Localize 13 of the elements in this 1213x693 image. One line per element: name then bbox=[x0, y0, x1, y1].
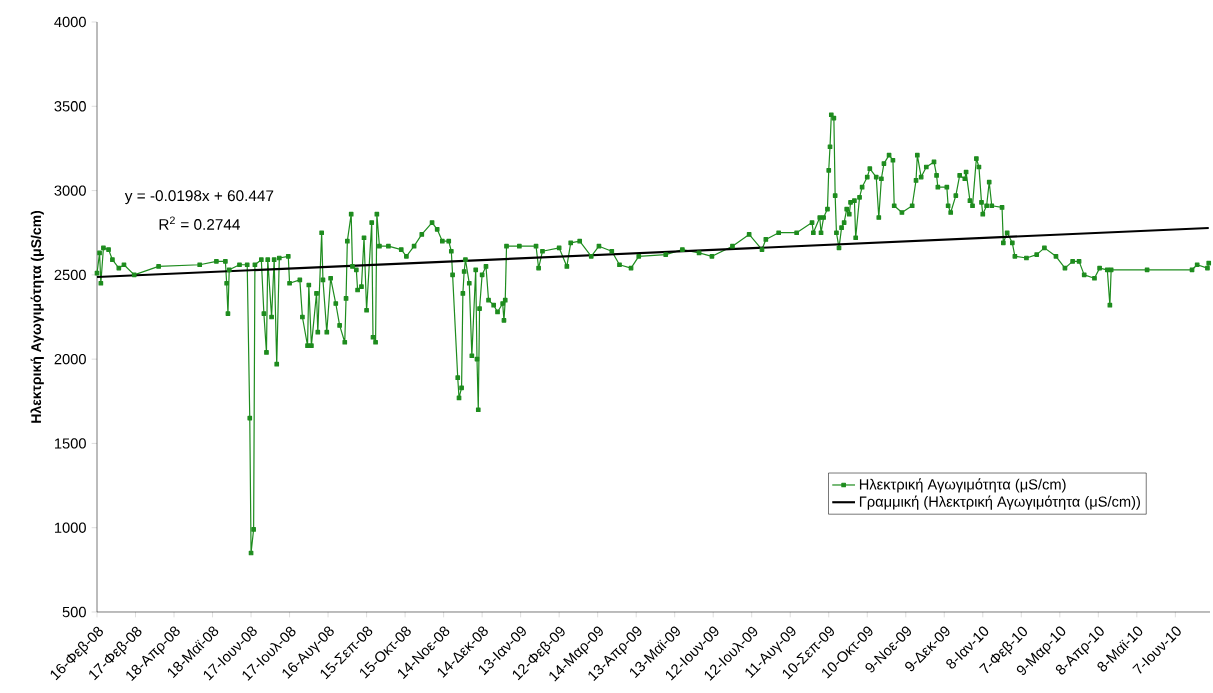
y-tick-label: 2500 bbox=[54, 269, 86, 281]
y-tick-label: 4000 bbox=[54, 16, 86, 28]
legend-label: Γραμμική (Ηλεκτρική Αγωγιμότητα (μS/cm)) bbox=[859, 495, 1140, 510]
y-tick-label: 3500 bbox=[54, 101, 86, 112]
legend-label: Ηλεκτρική Αγωγιμότητα (μS/cm) bbox=[859, 478, 1066, 493]
y-axis-title: Ηλεκτρική Αγωγιμότητα (μS/cm) bbox=[30, 210, 44, 423]
y-tick-label: 2000 bbox=[54, 353, 86, 365]
y-tick-label: 500 bbox=[62, 606, 86, 618]
y-tick-label: 1000 bbox=[55, 522, 86, 533]
annotation: y = -0.0198x + 60.447 bbox=[124, 190, 274, 205]
y-tick-label: 1500 bbox=[55, 438, 86, 449]
y-tick-label: 3000 bbox=[54, 185, 86, 196]
annotation: R$^{2}$ = 0.2744 bbox=[159, 216, 240, 230]
